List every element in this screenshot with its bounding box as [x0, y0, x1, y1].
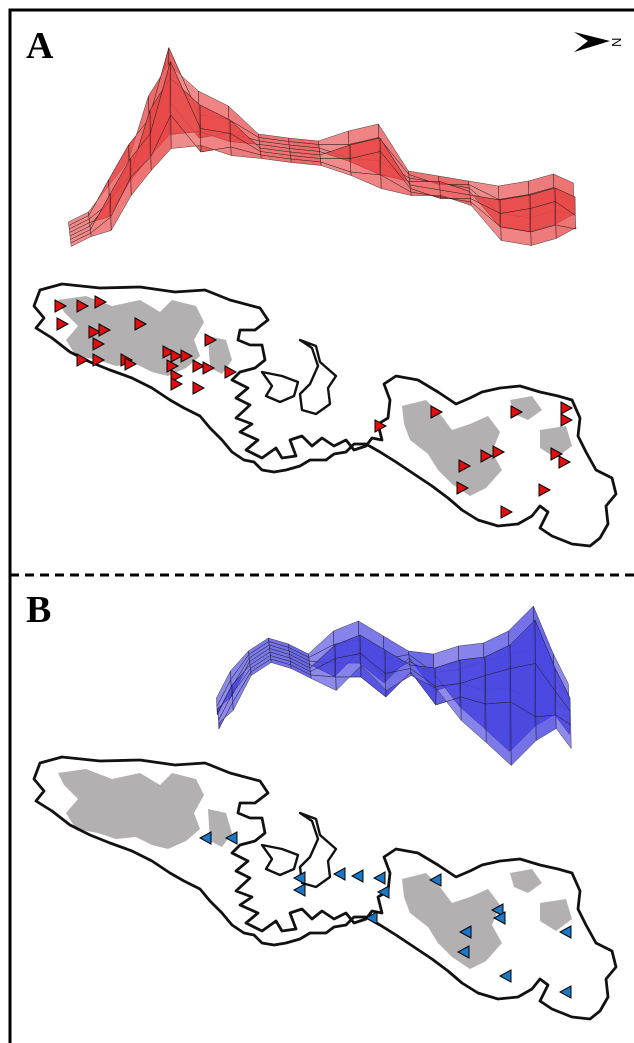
- panel-b: [32, 605, 618, 1021]
- island-map-b: [32, 755, 618, 1021]
- site-marker: [500, 505, 514, 519]
- site-marker: [538, 483, 552, 497]
- surface-facet: [460, 696, 487, 743]
- gray-patch: [402, 873, 502, 969]
- site-marker: [428, 873, 442, 887]
- site-marker: [458, 459, 472, 473]
- site-marker: [560, 401, 574, 415]
- gray-patch: [402, 400, 502, 496]
- site-marker: [350, 869, 364, 883]
- surface-facet: [555, 224, 577, 239]
- site-marker: [54, 299, 68, 313]
- surface-facet: [485, 701, 512, 766]
- site-marker: [170, 377, 184, 391]
- surface-facet: [350, 171, 382, 189]
- site-marker: [558, 925, 572, 939]
- panel-a: [32, 47, 618, 548]
- site-marker: [492, 911, 506, 925]
- island-outline: [32, 282, 618, 548]
- site-marker: [558, 455, 572, 469]
- site-marker: [364, 911, 378, 925]
- markers-a: [54, 295, 574, 519]
- site-marker: [510, 405, 524, 419]
- site-marker: [124, 357, 138, 371]
- panel-b-label: B: [26, 589, 51, 631]
- gray-patch: [540, 426, 572, 458]
- site-marker: [332, 867, 346, 881]
- site-marker: [498, 969, 512, 983]
- surface-facet: [535, 714, 557, 741]
- surface-facet: [318, 130, 350, 145]
- island-map-a: [32, 282, 618, 548]
- site-marker: [224, 831, 238, 845]
- site-marker: [92, 353, 106, 367]
- figure-frame: [8, 8, 634, 1043]
- surface-facet: [555, 714, 572, 750]
- site-marker: [550, 447, 564, 461]
- gray-patch: [208, 809, 232, 847]
- site-marker: [180, 349, 194, 363]
- north-arrow-label: N: [609, 38, 624, 47]
- site-marker: [202, 361, 216, 375]
- site-marker: [456, 481, 470, 495]
- island-inner-outline: [260, 811, 338, 889]
- gray-patch: [58, 769, 204, 849]
- markers-b: [198, 831, 572, 999]
- site-marker: [480, 449, 494, 463]
- gray-patch: [510, 869, 542, 893]
- site-marker: [134, 317, 148, 331]
- gray-patch: [540, 899, 572, 931]
- site-marker: [98, 323, 112, 337]
- site-marker: [76, 299, 90, 313]
- island-inner-outline: [260, 338, 338, 416]
- site-marker: [56, 317, 70, 331]
- site-marker: [376, 885, 390, 899]
- site-marker: [558, 985, 572, 999]
- site-marker: [192, 381, 206, 395]
- site-marker: [94, 295, 108, 309]
- site-marker: [76, 353, 90, 367]
- site-marker: [560, 413, 574, 427]
- site-marker: [224, 365, 238, 379]
- site-marker: [490, 903, 504, 917]
- surface-plot-b: [216, 605, 572, 766]
- site-marker: [492, 445, 506, 459]
- site-marker: [162, 345, 176, 359]
- site-marker: [198, 831, 212, 845]
- site-marker: [170, 349, 184, 363]
- site-marker: [204, 333, 218, 347]
- site-marker: [430, 405, 444, 419]
- site-marker: [192, 359, 206, 373]
- site-marker: [374, 419, 388, 433]
- site-marker: [88, 325, 102, 339]
- site-marker: [456, 945, 470, 959]
- surface-plot-a: [68, 47, 577, 247]
- site-marker: [372, 871, 386, 885]
- site-marker: [166, 359, 180, 373]
- site-marker: [92, 337, 106, 351]
- site-marker: [458, 925, 472, 939]
- panel-a-label: A: [26, 25, 54, 67]
- site-marker: [292, 883, 306, 897]
- north-arrow-icon: N: [574, 32, 624, 52]
- gray-patch: [208, 336, 232, 374]
- island-outline: [32, 755, 618, 1021]
- site-marker: [292, 871, 306, 885]
- surface-facet: [310, 674, 337, 691]
